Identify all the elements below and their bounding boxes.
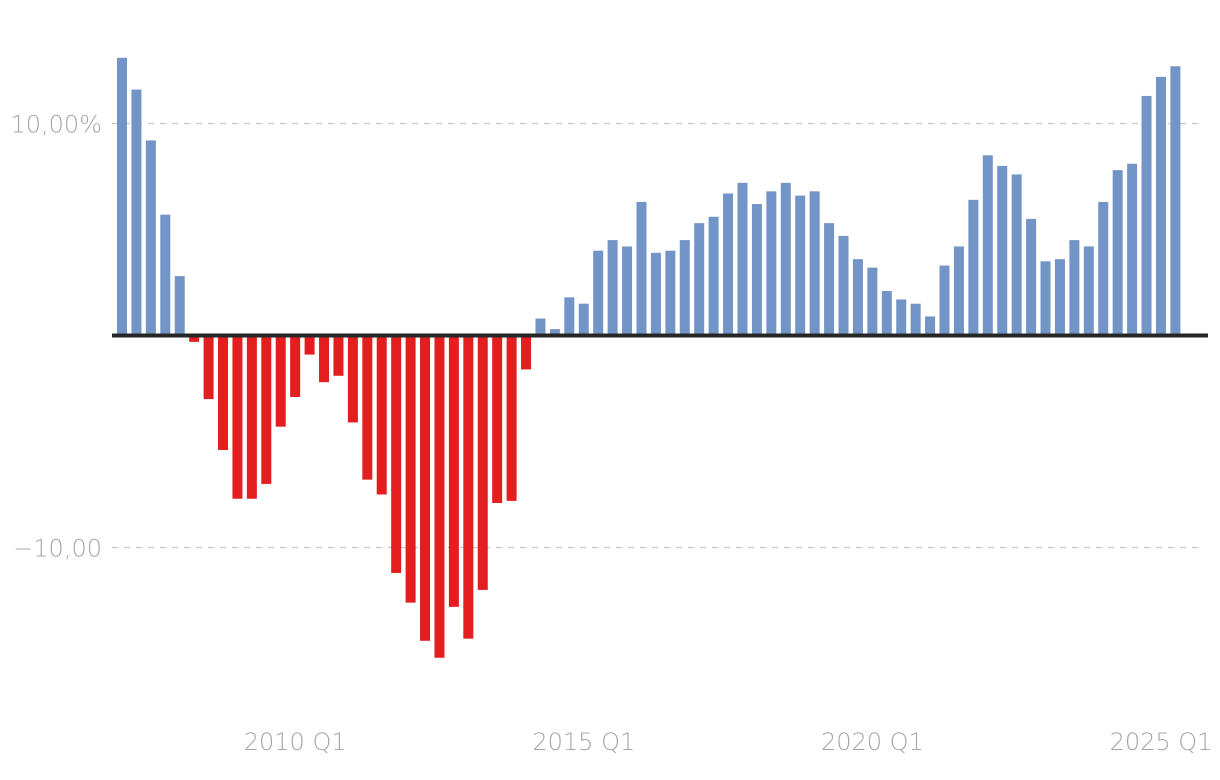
bar (1170, 66, 1181, 336)
bar (636, 201, 647, 336)
bar (708, 216, 719, 336)
bar (376, 335, 387, 495)
bar (1098, 201, 1109, 336)
bar (795, 195, 806, 336)
bar (982, 155, 993, 336)
bar (290, 335, 301, 397)
bar (665, 250, 676, 336)
bar (463, 335, 474, 639)
bar (160, 214, 171, 336)
grid-lines (112, 122, 1200, 549)
bar (1127, 163, 1138, 336)
bar (1040, 261, 1051, 336)
bar (809, 191, 820, 336)
axes: 10,00% −10,00 2010 Q1 2015 Q1 2020 Q1 2025 Q1 (10, 111, 1212, 757)
bar (218, 335, 229, 450)
bar (131, 89, 142, 336)
bar (1155, 76, 1166, 336)
bar (896, 299, 907, 336)
bar (405, 335, 416, 603)
bar (997, 165, 1008, 336)
bar (910, 303, 921, 336)
bar (1026, 218, 1037, 336)
x-tick-label: 2020 Q1 (821, 728, 924, 756)
bar (564, 297, 575, 336)
bar (925, 316, 936, 336)
bar (506, 335, 517, 501)
bar (1011, 174, 1022, 336)
bar (824, 223, 835, 336)
bar (780, 182, 791, 336)
bar (275, 335, 286, 427)
bar (521, 335, 532, 370)
bars (117, 57, 1181, 658)
bar (1141, 95, 1152, 336)
bar (448, 335, 459, 607)
bar (232, 335, 243, 499)
y-tick-label: 10,00% (10, 111, 102, 139)
bar (622, 246, 633, 336)
bar (189, 335, 200, 342)
bar (261, 335, 272, 484)
bar (1054, 259, 1065, 336)
bar (881, 290, 892, 336)
bar (650, 252, 661, 336)
bar (145, 140, 156, 336)
x-tick-label: 2010 Q1 (244, 728, 347, 756)
bar (492, 335, 503, 503)
bar (535, 318, 546, 336)
bar (246, 335, 257, 499)
x-tick-label: 2015 Q1 (532, 728, 635, 756)
bar (1069, 240, 1080, 336)
bar (333, 335, 344, 376)
bar (203, 335, 214, 400)
bar (694, 223, 705, 336)
bar (751, 204, 762, 336)
bar (477, 335, 488, 590)
bar (117, 57, 127, 336)
bar (304, 335, 315, 355)
bar (434, 335, 445, 658)
bar (838, 235, 849, 336)
bar (593, 250, 604, 336)
bar (1083, 246, 1094, 336)
bar (174, 276, 185, 336)
bar (347, 335, 358, 423)
bar (852, 259, 863, 336)
bar (679, 240, 690, 336)
bar (420, 335, 431, 641)
bar (953, 246, 964, 336)
bar (362, 335, 373, 480)
bar (391, 335, 402, 573)
bar (1112, 170, 1123, 336)
bar (578, 303, 589, 336)
bar (766, 191, 777, 336)
bar (939, 265, 950, 336)
x-tick-label: 2025 Q1 (1110, 728, 1213, 756)
bar (867, 267, 878, 336)
bar (723, 193, 734, 336)
bar (549, 329, 560, 336)
bar (319, 335, 330, 383)
bar (968, 199, 979, 336)
bar (737, 182, 748, 336)
y-tick-label: −10,00 (13, 535, 102, 563)
bar (607, 240, 618, 336)
